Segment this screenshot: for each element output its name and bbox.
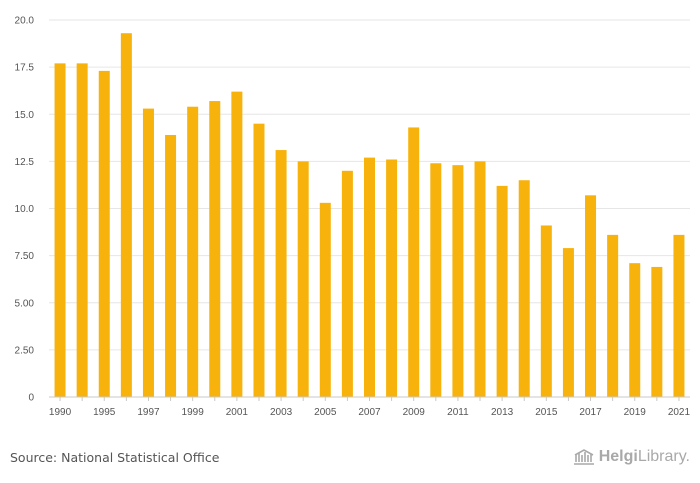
x-tick-label: 2015: [535, 407, 558, 418]
bar-2017: [585, 195, 597, 397]
bar-2015: [540, 225, 552, 397]
bar-2021: [673, 234, 685, 397]
x-tick-label: 2019: [624, 407, 647, 418]
bar-1999: [187, 106, 199, 398]
x-tick-label: 2017: [579, 407, 602, 418]
x-tick-label: 2011: [447, 407, 469, 418]
bar-2010: [430, 163, 442, 397]
y-tick-label: 10.0: [15, 204, 35, 215]
x-tick-label: 2001: [226, 407, 249, 418]
bar-2011: [452, 165, 464, 397]
bar-2016: [562, 248, 574, 397]
y-tick-label: 12.5: [15, 157, 35, 168]
bar-2020: [651, 266, 663, 397]
x-tick-label: 2009: [403, 407, 426, 418]
bar-2002: [253, 123, 265, 398]
x-tick-label: 2007: [358, 407, 381, 418]
y-tick-label: 7.50: [15, 251, 35, 262]
bar-2014: [518, 180, 530, 397]
y-axis-tick-labels: 0 2.50 5.00 7.50 10.0 12.5 15.0 17.5 20.0: [15, 16, 35, 404]
x-tick-label: 1990: [49, 407, 72, 418]
bar-2018: [607, 234, 619, 397]
x-tick-label: 2003: [270, 407, 293, 418]
y-tick-label: 15.0: [15, 110, 35, 121]
bar-1995: [98, 70, 110, 398]
bar-2003: [275, 150, 287, 397]
bar-2012: [474, 161, 486, 397]
bar-1996: [120, 33, 132, 397]
bar-2019: [629, 263, 641, 397]
y-tick-label: 2.50: [15, 345, 35, 356]
bar-1997: [142, 108, 154, 397]
helgilibrary-logo: HelgiLibrary.: [573, 448, 690, 466]
bar-2008: [386, 159, 398, 397]
x-tick-label: 2005: [314, 407, 337, 418]
bar-2006: [341, 170, 353, 397]
x-tick-label: 1997: [137, 407, 160, 418]
bar-2005: [319, 202, 331, 397]
logo-regular-text: Library.: [637, 448, 690, 465]
x-tick-label: 2013: [491, 407, 514, 418]
bar-2004: [297, 161, 309, 397]
bar-1994: [76, 63, 88, 397]
logo-bold-text: Helgi: [598, 448, 638, 465]
y-tick-label: 5.00: [15, 298, 35, 309]
bar-2001: [231, 91, 243, 397]
bar-2013: [496, 185, 508, 397]
y-tick-label: 0: [28, 393, 34, 404]
bar-1998: [165, 134, 177, 398]
x-tick-label: 2021: [668, 407, 691, 418]
bar-2007: [364, 157, 375, 397]
bar-series: [54, 33, 685, 398]
library-building-icon: [573, 449, 594, 465]
bar-2000: [209, 101, 221, 398]
x-tick-label: 1999: [182, 407, 205, 418]
y-tick-label: 17.5: [15, 63, 35, 74]
bar-2009: [408, 127, 420, 397]
bar-1990: [54, 63, 66, 397]
x-tick-label: 1995: [93, 407, 116, 418]
source-note: Source: National Statistical Office: [10, 450, 220, 465]
x-axis-ticks: 1990 1995 1997 1999 2001 2003 2005 2007 2009 2011…: [49, 397, 691, 418]
y-tick-label: 20.0: [15, 16, 35, 27]
